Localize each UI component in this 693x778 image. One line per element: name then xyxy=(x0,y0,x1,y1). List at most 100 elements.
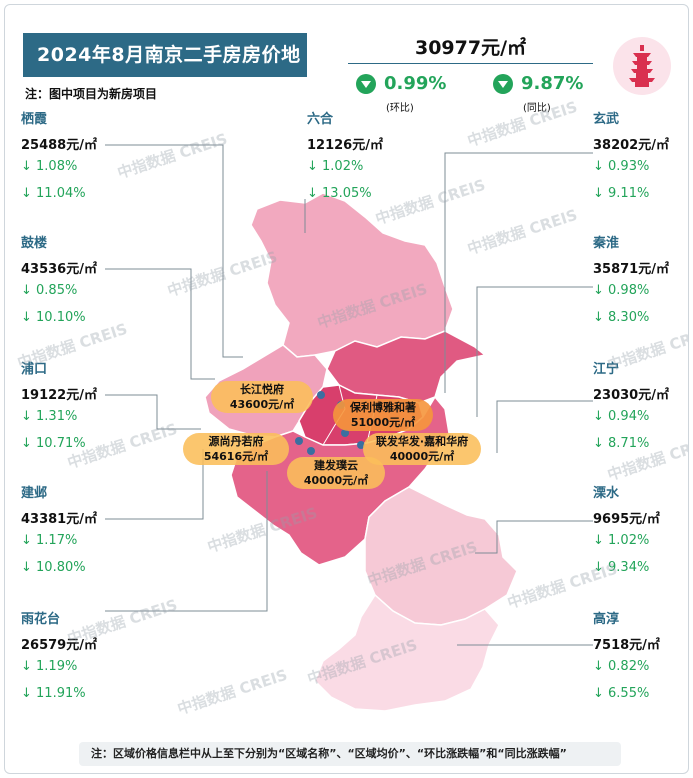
average-yoy-value: 9.87% xyxy=(521,73,584,94)
average-yoy-label: (同比) xyxy=(523,103,551,114)
district-yoy: ↓ 8.30% xyxy=(593,310,650,325)
bottom-note: 注：区域价格信息栏中从上至下分别为“区域名称”、“区域均价”、“环比涨跌幅”和“… xyxy=(79,742,621,766)
down-arrow-icon xyxy=(493,73,513,94)
district-price: 9695元/㎡ xyxy=(593,512,660,527)
district-mom: ↓ 1.02% xyxy=(307,159,364,174)
leader-lishui xyxy=(475,520,593,554)
district-name: 江宁 xyxy=(593,362,620,377)
project-price: 43600元/㎡ xyxy=(229,398,295,411)
project-baoli: 保利博雅和著 51000元/㎡ xyxy=(333,399,433,431)
leader-qixia xyxy=(105,144,243,358)
average-yoy: 9.87% xyxy=(493,73,583,94)
leader-jianye xyxy=(105,449,204,520)
project-price: 40000元/㎡ xyxy=(389,450,455,463)
project-price: 54616元/㎡ xyxy=(203,450,269,463)
district-pukou: 浦口 19122元/㎡ ↓ 1.31% ↓ 10.71% xyxy=(21,358,129,454)
map-region-luhe xyxy=(250,192,454,358)
district-name: 秦淮 xyxy=(593,236,620,251)
district-name: 玄武 xyxy=(593,112,620,127)
district-price: 43536元/㎡ xyxy=(21,262,97,277)
district-qinhuai: 秦淮 35871元/㎡ ↓ 0.98% ↓ 8.30% xyxy=(593,232,688,328)
district-mom: ↓ 0.82% xyxy=(593,659,650,674)
district-price: 19122元/㎡ xyxy=(21,388,97,403)
average-price-box: 30977元/㎡ 0.99% (环比) 9.87% (同比) xyxy=(348,33,593,115)
district-name: 建邺 xyxy=(21,486,48,501)
project-name: 长江悦府 xyxy=(240,383,284,396)
leader-xuanwu xyxy=(444,152,593,393)
district-mom: ↓ 0.85% xyxy=(21,283,78,298)
district-yoy: ↓ 9.34% xyxy=(593,560,650,575)
project-pin-jianfa xyxy=(307,447,315,455)
district-yoy: ↓ 11.91% xyxy=(21,686,86,701)
district-price: 12126元/㎡ xyxy=(307,138,383,153)
project-name: 源尚丹若府 xyxy=(208,435,264,448)
project-pin-lianfa xyxy=(357,441,365,449)
district-yoy: ↓ 8.71% xyxy=(593,436,650,451)
project-name: 建发璞云 xyxy=(314,459,358,472)
district-mom: ↓ 1.17% xyxy=(21,533,78,548)
district-mom: ↓ 1.08% xyxy=(21,159,78,174)
project-changjiang: 长江悦府 43600元/㎡ xyxy=(211,381,313,413)
project-price: 40000元/㎡ xyxy=(303,474,369,487)
top-note: 注：图中项目为新房项目 xyxy=(25,87,158,101)
leader-yuhuatai xyxy=(105,471,268,612)
leader-qinhuai xyxy=(476,286,593,417)
district-yoy: ↓ 9.11% xyxy=(593,186,650,201)
district-mom: ↓ 0.98% xyxy=(593,283,650,298)
average-mom-label: (环比) xyxy=(386,103,414,114)
district-mom: ↓ 0.93% xyxy=(593,159,650,174)
district-price: 7518元/㎡ xyxy=(593,638,660,653)
project-name: 联发华发·嘉和华府 xyxy=(375,435,469,448)
district-xuanwu: 玄武 38202元/㎡ ↓ 0.93% ↓ 9.11% xyxy=(593,108,688,204)
district-mom: ↓ 1.02% xyxy=(593,533,650,548)
district-price: 26579元/㎡ xyxy=(21,638,97,653)
district-yoy: ↓ 10.80% xyxy=(21,560,86,575)
district-yoy: ↓ 6.55% xyxy=(593,686,650,701)
district-jiangning: 江宁 23030元/㎡ ↓ 0.94% ↓ 8.71% xyxy=(593,358,688,454)
project-jianfa: 建发璞云 40000元/㎡ xyxy=(287,457,385,489)
project-lianfa: 联发华发·嘉和华府 40000元/㎡ xyxy=(363,433,481,465)
map-frame: 2024年8月南京二手房房价地图 注：图中项目为新房项目 30977元/㎡ 0.… xyxy=(4,4,689,774)
leader-jiangning xyxy=(496,400,593,453)
leader-gulou xyxy=(105,268,215,380)
project-pin-changjiang xyxy=(317,391,325,399)
average-mom-value: 0.99% xyxy=(384,73,447,94)
district-qixia: 栖霞 25488元/㎡ ↓ 1.08% ↓ 11.04% xyxy=(21,108,129,204)
project-name: 保利博雅和著 xyxy=(350,401,416,414)
district-jianye: 建邺 43381元/㎡ ↓ 1.17% ↓ 10.80% xyxy=(21,482,129,578)
district-name: 高淳 xyxy=(593,612,620,627)
district-name: 栖霞 xyxy=(21,112,48,127)
district-mom: ↓ 0.94% xyxy=(593,409,650,424)
district-yuhuatai: 雨花台 26579元/㎡ ↓ 1.19% ↓ 11.91% xyxy=(21,608,129,704)
district-price: 43381元/㎡ xyxy=(21,512,97,527)
district-yoy: ↓ 13.05% xyxy=(307,186,372,201)
district-price: 35871元/㎡ xyxy=(593,262,669,277)
project-price: 51000元/㎡ xyxy=(350,416,416,429)
leader-pukou xyxy=(105,394,201,430)
district-lishui: 溧水 9695元/㎡ ↓ 1.02% ↓ 9.34% xyxy=(593,482,688,578)
district-price: 25488元/㎡ xyxy=(21,138,97,153)
tower-logo-icon xyxy=(613,37,671,95)
district-mom: ↓ 1.31% xyxy=(21,409,78,424)
down-arrow-icon xyxy=(356,73,376,94)
page-title: 2024年8月南京二手房房价地图 xyxy=(23,33,307,97)
district-price: 38202元/㎡ xyxy=(593,138,669,153)
district-yoy: ↓ 10.71% xyxy=(21,436,86,451)
district-mom: ↓ 1.19% xyxy=(21,659,78,674)
average-mom: 0.99% xyxy=(356,73,446,94)
district-gulou: 鼓楼 43536元/㎡ ↓ 0.85% ↓ 10.10% xyxy=(21,232,129,328)
district-price: 23030元/㎡ xyxy=(593,388,669,403)
district-yoy: ↓ 11.04% xyxy=(21,186,86,201)
project-pin-core xyxy=(341,429,349,437)
average-price: 30977元/㎡ xyxy=(414,37,527,59)
project-yuanshang: 源尚丹若府 54616元/㎡ xyxy=(183,433,289,465)
district-gaochun: 高淳 7518元/㎡ ↓ 0.82% ↓ 6.55% xyxy=(593,608,688,704)
project-pin-yuanshang xyxy=(295,437,303,445)
map-region-gaochun xyxy=(314,593,500,712)
average-divider xyxy=(348,63,593,64)
district-name: 浦口 xyxy=(21,362,48,377)
district-luhe: 六合 12126元/㎡ ↓ 1.02% ↓ 13.05% xyxy=(307,108,415,204)
district-yoy: ↓ 10.10% xyxy=(21,310,86,325)
district-name: 溧水 xyxy=(593,486,620,501)
district-name: 雨花台 xyxy=(21,612,61,627)
